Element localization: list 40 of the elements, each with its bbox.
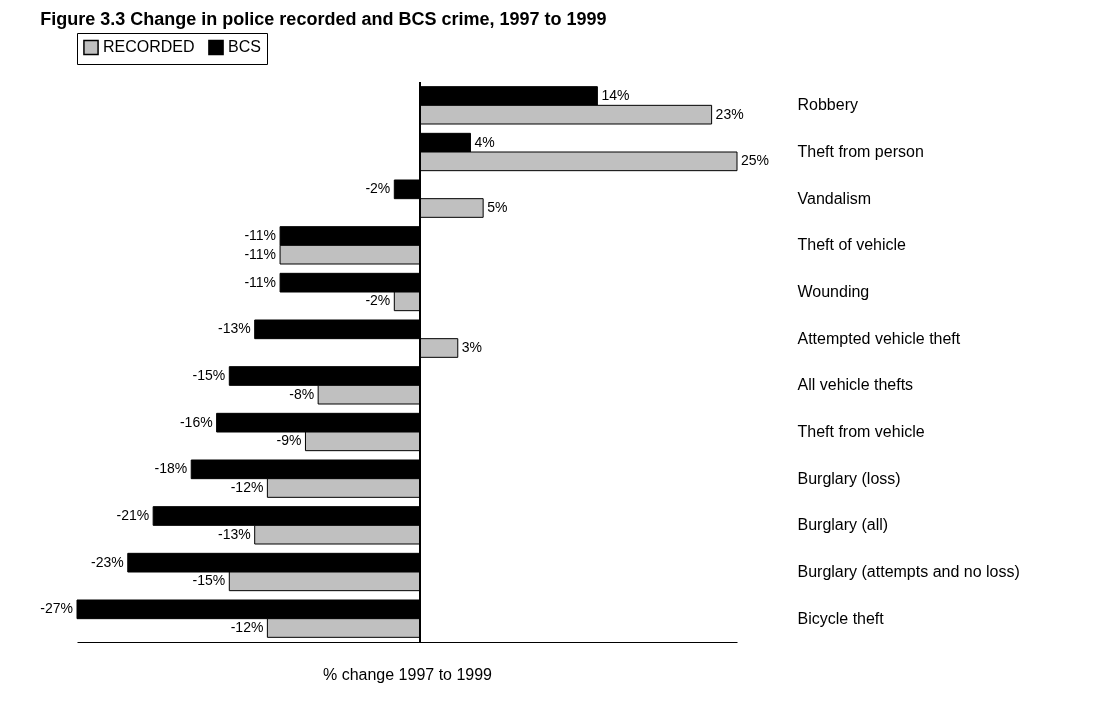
data-label: 3% — [461, 339, 482, 355]
legend-label: RECORDED — [103, 38, 195, 56]
y-tick-label: Theft from person — [797, 143, 924, 160]
data-label: -23% — [91, 553, 124, 570]
data-label: -18% — [154, 460, 188, 477]
y-tick-label: Burglary (loss) — [797, 469, 901, 487]
data-label: -2% — [365, 292, 391, 309]
y-tick-label: Theft from vehicle — [797, 423, 925, 440]
data-label: -9% — [276, 432, 302, 449]
data-label: -21% — [116, 507, 150, 523]
x-axis-title: % change 1997 to 1999 — [322, 665, 493, 683]
y-tick-label: Theft of vehicle — [797, 236, 907, 254]
legend-label: BCS — [228, 38, 261, 56]
y-tick-label: Burglary (all) — [797, 516, 889, 534]
y-tick-label: Attempted vehicle theft — [797, 329, 961, 347]
data-label: -11% — [244, 273, 277, 290]
data-label: -13% — [218, 525, 251, 542]
data-label: -11% — [244, 227, 277, 243]
y-tick-label: Robbery — [797, 96, 858, 114]
data-label: 5% — [487, 199, 508, 215]
data-label: -16% — [179, 413, 213, 430]
data-label: -15% — [192, 572, 226, 589]
data-label: -12% — [230, 619, 264, 635]
data-label: -2% — [365, 180, 391, 197]
data-label: 14% — [601, 87, 630, 103]
data-label: -27% — [40, 600, 73, 617]
data-label: 23% — [715, 105, 744, 122]
y-tick-label: Bicycle theft — [797, 609, 885, 627]
y-tick-label: Burglary (attempts and no loss) — [797, 563, 1020, 580]
data-label: -13% — [218, 320, 251, 337]
chart-title: Figure 3.3 Change in police recorded and BCS crime, 1997 to 1999 — [40, 8, 607, 29]
data-label: 4% — [474, 133, 495, 150]
y-tick-label: Vandalism — [797, 189, 872, 207]
data-label: -15% — [192, 367, 226, 383]
data-label: -8% — [289, 385, 315, 402]
data-label: 25% — [741, 152, 770, 169]
data-label: -11% — [244, 245, 277, 262]
y-tick-label: Wounding — [797, 283, 870, 300]
y-tick-label: All vehicle thefts — [797, 376, 914, 394]
data-label: -12% — [230, 479, 264, 495]
